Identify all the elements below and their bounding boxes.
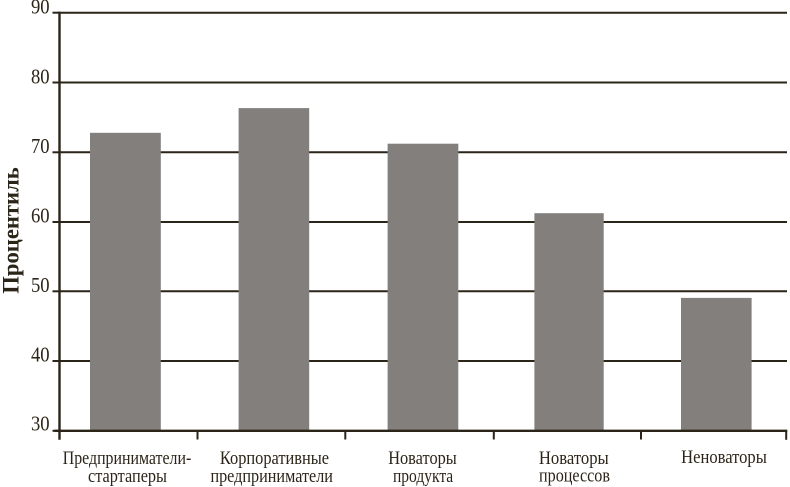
svg-text:стартаперы: стартаперы xyxy=(88,466,167,487)
svg-text:Новаторы: Новаторы xyxy=(539,448,609,469)
svg-text:продукта: продукта xyxy=(393,466,454,487)
svg-text:Корпоративные: Корпоративные xyxy=(220,448,329,469)
svg-text:80: 80 xyxy=(31,64,50,88)
svg-text:30: 30 xyxy=(31,412,50,436)
svg-text:70: 70 xyxy=(31,134,50,158)
svg-text:Новаторы: Новаторы xyxy=(388,448,457,469)
svg-text:60: 60 xyxy=(31,204,50,228)
svg-text:40: 40 xyxy=(31,343,50,367)
svg-text:50: 50 xyxy=(31,273,50,297)
svg-text:Процентиль: Процентиль xyxy=(0,167,24,294)
svg-text:процессов: процессов xyxy=(539,465,610,486)
svg-text:предприниматели: предприниматели xyxy=(210,466,333,487)
svg-text:Предприниматели-: Предприниматели- xyxy=(63,448,192,469)
svg-text:90: 90 xyxy=(31,0,50,19)
svg-text:Неноваторы: Неноваторы xyxy=(681,447,767,468)
